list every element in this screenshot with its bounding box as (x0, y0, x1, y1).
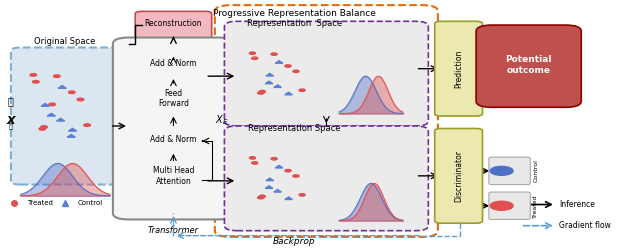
Polygon shape (265, 186, 273, 188)
Polygon shape (275, 61, 283, 63)
Polygon shape (47, 113, 56, 116)
Text: Original Space: Original Space (35, 37, 96, 46)
Circle shape (293, 175, 299, 177)
Circle shape (84, 124, 90, 127)
Polygon shape (285, 92, 292, 95)
Polygon shape (274, 85, 282, 87)
Polygon shape (266, 73, 274, 76)
Polygon shape (41, 104, 49, 106)
Text: Add & Norm: Add & Norm (150, 135, 196, 144)
FancyBboxPatch shape (435, 129, 483, 223)
Text: Backprop: Backprop (273, 237, 316, 246)
Circle shape (259, 195, 266, 198)
Text: Prediction: Prediction (454, 49, 463, 88)
Circle shape (252, 162, 258, 164)
Text: Treated: Treated (27, 200, 52, 206)
Circle shape (490, 166, 513, 175)
Text: Representation Space: Representation Space (248, 124, 340, 133)
FancyBboxPatch shape (489, 157, 531, 184)
Circle shape (30, 74, 36, 76)
Text: $X_E$: $X_E$ (214, 113, 228, 127)
Polygon shape (266, 178, 274, 181)
Text: Multi Head
Attention: Multi Head Attention (153, 166, 194, 185)
Text: ➕: ➕ (9, 123, 13, 129)
FancyBboxPatch shape (135, 84, 212, 116)
FancyBboxPatch shape (225, 21, 428, 126)
Text: Add & Norm: Add & Norm (150, 59, 196, 68)
Circle shape (49, 103, 56, 106)
Circle shape (250, 157, 255, 159)
Polygon shape (285, 197, 292, 200)
FancyBboxPatch shape (135, 161, 212, 196)
FancyBboxPatch shape (476, 25, 581, 107)
Text: Reconstruction: Reconstruction (145, 19, 202, 28)
Polygon shape (68, 128, 77, 131)
Text: Control: Control (78, 200, 103, 206)
Text: 🧍: 🧍 (8, 96, 14, 106)
Circle shape (285, 65, 291, 67)
Circle shape (259, 90, 266, 93)
FancyBboxPatch shape (135, 126, 212, 153)
Circle shape (285, 169, 291, 172)
FancyBboxPatch shape (435, 21, 483, 116)
Circle shape (299, 89, 305, 91)
FancyBboxPatch shape (113, 38, 234, 219)
Text: Feed
Forward: Feed Forward (158, 89, 189, 108)
Circle shape (250, 52, 255, 54)
Text: Gradient flow: Gradient flow (559, 221, 611, 230)
Polygon shape (274, 190, 282, 192)
Circle shape (41, 126, 47, 128)
Circle shape (293, 70, 299, 73)
Polygon shape (58, 85, 67, 88)
Circle shape (77, 98, 84, 101)
Text: Transformer: Transformer (148, 226, 199, 235)
Circle shape (258, 92, 264, 94)
Text: Potential
outcome: Potential outcome (505, 55, 552, 75)
Circle shape (33, 80, 39, 83)
Circle shape (39, 128, 45, 130)
FancyBboxPatch shape (135, 11, 212, 39)
Circle shape (490, 201, 513, 210)
Text: Inference: Inference (559, 200, 595, 209)
Polygon shape (56, 118, 65, 121)
Text: Control: Control (534, 160, 538, 182)
Circle shape (68, 91, 75, 93)
Text: Discriminator: Discriminator (454, 150, 463, 202)
Text: Progressive Representation Balance: Progressive Representation Balance (213, 9, 376, 18)
Polygon shape (67, 135, 76, 137)
Circle shape (271, 53, 277, 55)
FancyBboxPatch shape (489, 192, 531, 219)
Text: Treated: Treated (534, 194, 538, 217)
FancyBboxPatch shape (11, 47, 119, 184)
Polygon shape (265, 81, 273, 84)
Circle shape (258, 197, 264, 199)
Circle shape (54, 75, 60, 77)
Polygon shape (275, 165, 283, 168)
Circle shape (252, 57, 258, 59)
FancyBboxPatch shape (225, 126, 428, 231)
Text: Representation  Space: Representation Space (247, 19, 342, 28)
Circle shape (299, 194, 305, 196)
Circle shape (271, 158, 277, 160)
Text: X: X (6, 116, 15, 126)
FancyBboxPatch shape (135, 51, 212, 79)
